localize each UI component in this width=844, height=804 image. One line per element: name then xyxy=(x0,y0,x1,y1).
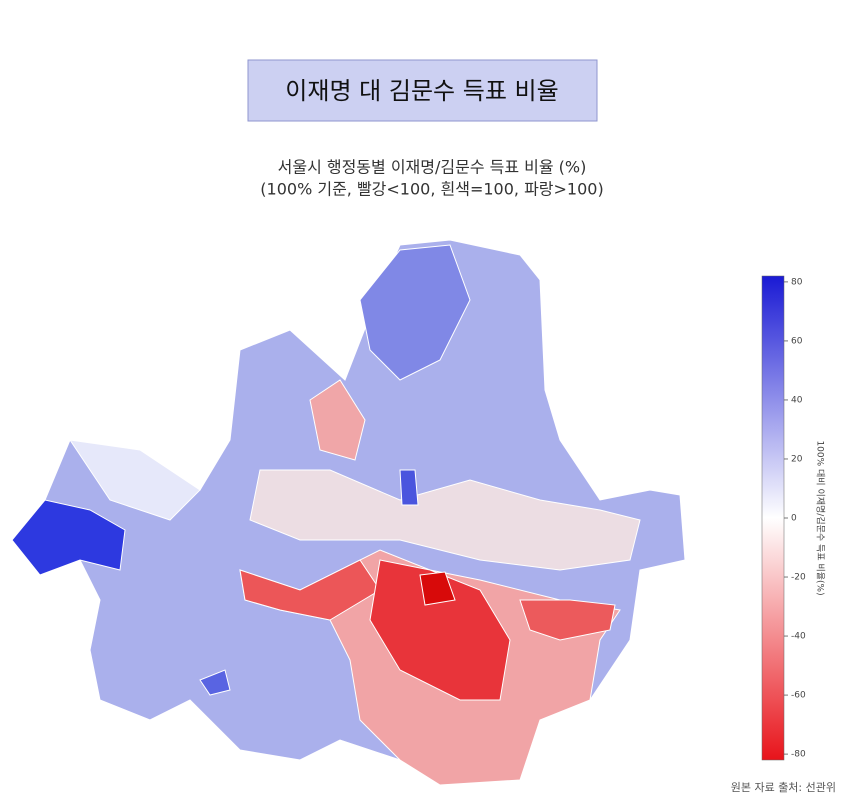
map-region xyxy=(359,244,471,381)
map-region xyxy=(11,499,126,576)
colorbar xyxy=(761,275,785,761)
map-region xyxy=(239,559,381,621)
map-region xyxy=(199,669,231,696)
seoul-map xyxy=(11,239,686,786)
colorbar-label: 100% 대비 이재명/김문수 득표 비율(%) xyxy=(815,440,827,595)
colorbar-tick-label: -40 xyxy=(791,632,806,642)
colorbar-tick-label: 0 xyxy=(791,514,797,524)
map-region xyxy=(309,379,366,461)
page-title: 이재명 대 김문수 득표 비율 xyxy=(285,77,558,105)
colorbar-tick-label: 60 xyxy=(791,336,803,346)
map-region xyxy=(399,469,419,506)
map-region xyxy=(519,599,616,641)
colorbar-tick-label: 40 xyxy=(791,395,803,405)
colorbar-tick-label: -20 xyxy=(791,573,806,583)
colorbar-tick-label: 80 xyxy=(791,277,803,287)
title-box xyxy=(247,59,598,122)
map-subtitle: (100% 기준, 빨강<100, 흰색=100, 파랑>100) xyxy=(260,180,603,199)
map-region xyxy=(419,571,456,606)
map-title: 서울시 행정동별 이재명/김문수 득표 비율 (%) xyxy=(278,158,587,177)
colorbar-tick-label: -80 xyxy=(791,750,806,760)
map-region xyxy=(68,439,201,521)
source-note: 원본 자료 출처: 선관위 xyxy=(731,781,836,794)
colorbar-tick-label: 20 xyxy=(791,454,803,464)
colorbar-tick-label: -60 xyxy=(791,691,806,701)
